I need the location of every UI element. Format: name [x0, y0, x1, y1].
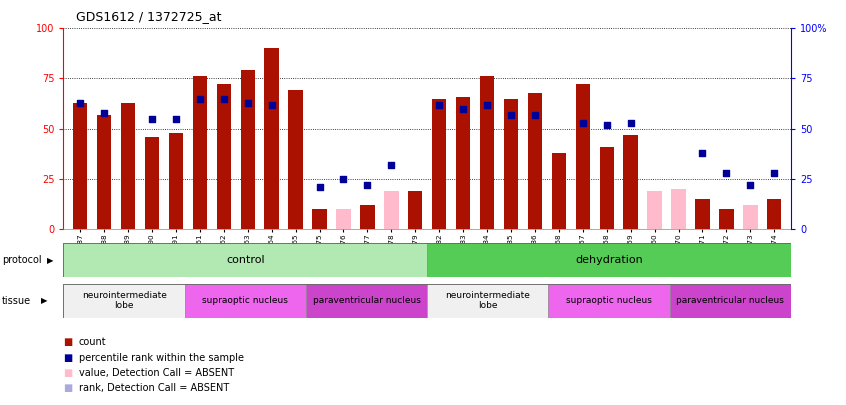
Text: dehydration: dehydration [575, 255, 643, 265]
Point [241, 99, 255, 106]
Bar [63, 284, 184, 318]
Bar [184, 284, 306, 318]
Bar [432, 98, 447, 229]
Point [193, 95, 206, 102]
Text: supraoptic nucleus: supraoptic nucleus [202, 296, 288, 305]
Text: percentile rank within the sample: percentile rank within the sample [79, 353, 244, 362]
Point [169, 115, 183, 122]
Point [432, 101, 446, 108]
Point [265, 101, 278, 108]
Bar [217, 85, 231, 229]
Point [528, 111, 541, 118]
Point [576, 119, 590, 126]
Bar [670, 284, 791, 318]
Text: GDS1612 / 1372725_at: GDS1612 / 1372725_at [76, 10, 222, 23]
Bar [548, 284, 670, 318]
Bar [456, 96, 470, 229]
Bar [575, 85, 590, 229]
Bar [384, 191, 398, 229]
Point [74, 99, 87, 106]
Bar [97, 115, 112, 229]
Point [695, 149, 709, 156]
Point [744, 181, 757, 188]
Bar [336, 209, 350, 229]
Text: ■: ■ [63, 353, 73, 362]
Text: control: control [226, 255, 265, 265]
Bar [695, 199, 710, 229]
Point [504, 111, 518, 118]
Text: ■: ■ [63, 337, 73, 347]
Bar [647, 191, 662, 229]
Point [146, 115, 159, 122]
Point [97, 109, 111, 116]
Text: ▶: ▶ [47, 256, 53, 265]
Bar [408, 191, 422, 229]
Text: count: count [79, 337, 107, 347]
Point [360, 181, 374, 188]
Bar [63, 243, 427, 277]
Bar [360, 205, 375, 229]
Point [337, 175, 350, 182]
Text: ■: ■ [63, 368, 73, 378]
Text: protocol: protocol [2, 255, 41, 265]
Point [720, 169, 733, 176]
Text: value, Detection Call = ABSENT: value, Detection Call = ABSENT [79, 368, 233, 378]
Text: neurointermediate
lobe: neurointermediate lobe [446, 291, 530, 310]
Bar [552, 153, 566, 229]
Bar [624, 134, 638, 229]
Point [481, 101, 494, 108]
Bar [743, 205, 757, 229]
Bar [672, 189, 686, 229]
Bar [427, 284, 548, 318]
Text: neurointermediate
lobe: neurointermediate lobe [82, 291, 167, 310]
Point [456, 105, 470, 112]
Point [600, 122, 613, 128]
Text: ▶: ▶ [41, 296, 47, 305]
Point [313, 183, 327, 190]
Text: ■: ■ [63, 384, 73, 393]
Bar [600, 147, 614, 229]
Bar [288, 90, 303, 229]
Bar [193, 77, 207, 229]
Bar [719, 209, 733, 229]
Bar [73, 102, 87, 229]
Bar [145, 136, 159, 229]
Bar [240, 70, 255, 229]
Text: paraventricular nucleus: paraventricular nucleus [313, 296, 420, 305]
Bar [265, 48, 279, 229]
Bar [427, 243, 791, 277]
Text: tissue: tissue [2, 296, 30, 306]
Text: supraoptic nucleus: supraoptic nucleus [566, 296, 652, 305]
Text: paraventricular nucleus: paraventricular nucleus [677, 296, 784, 305]
Bar [121, 102, 135, 229]
Point [767, 169, 781, 176]
Bar [528, 92, 542, 229]
Bar [504, 98, 518, 229]
Text: rank, Detection Call = ABSENT: rank, Detection Call = ABSENT [79, 384, 229, 393]
Point [385, 162, 398, 168]
Bar [168, 132, 183, 229]
Bar [480, 77, 494, 229]
Bar [767, 199, 782, 229]
Point [624, 119, 637, 126]
Point [217, 95, 231, 102]
Bar [306, 284, 427, 318]
Bar [312, 209, 327, 229]
